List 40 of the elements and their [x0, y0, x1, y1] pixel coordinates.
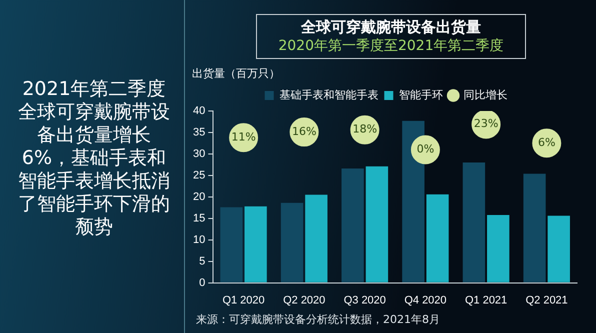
y-tick-label: 0	[199, 276, 206, 289]
bar	[342, 168, 364, 282]
bar	[280, 202, 304, 282]
data-label: 18%	[352, 122, 378, 136]
x-tick-label: Q4 2020	[404, 294, 447, 306]
data-label: 16%	[292, 124, 316, 138]
chart-title: 全球可穿戴腕带设备出货量	[300, 18, 482, 37]
bar	[426, 194, 449, 282]
y-tick-label: 20	[192, 190, 206, 203]
legend-label: 基础手表和智能手表	[279, 88, 378, 102]
y-tick-label: 40	[192, 105, 206, 118]
bar	[366, 166, 388, 282]
y-tick-label: 30	[192, 148, 206, 160]
x-tick-label: Q2 2021	[526, 294, 568, 306]
x-tick-label: Q1 2021	[464, 294, 508, 306]
bar	[523, 174, 546, 282]
y-tick-label: 10	[192, 234, 206, 246]
y-tick-label: 5	[199, 255, 206, 268]
legend-label: 智能手环	[398, 88, 443, 102]
bar	[220, 207, 243, 282]
y-axis-title: 出货量（百万只）	[192, 67, 280, 81]
bar	[548, 216, 570, 282]
bar	[244, 206, 267, 282]
bar	[487, 214, 510, 282]
legend-label: 同比增长	[463, 88, 508, 102]
x-tick-label: Q2 2020	[283, 294, 326, 306]
bar	[462, 162, 486, 282]
x-tick-label: Q3 2020	[344, 294, 386, 306]
source-note: 来源：可穿戴腕带设备分析统计数据，2021年8月	[196, 312, 440, 327]
y-tick-label: 35	[192, 126, 206, 139]
data-label: 11%	[231, 130, 256, 144]
bar	[305, 194, 328, 282]
chart-subtitle: 2020年第一季度至2021年第二季度	[277, 37, 505, 55]
text: 2021年第二季度全球可穿戴腕带设备出货量增长6%，基础手表和智能手表增长抵消了智能手环下滑的颓势	[17, 78, 171, 239]
y-tick-label: 25	[192, 169, 206, 182]
data-label: 6%	[538, 136, 556, 150]
data-label: 23%	[474, 117, 498, 130]
y-tick-label: 15	[192, 212, 206, 224]
x-tick-label: Q1 2020	[222, 294, 265, 306]
data-label: 0%	[416, 142, 434, 156]
